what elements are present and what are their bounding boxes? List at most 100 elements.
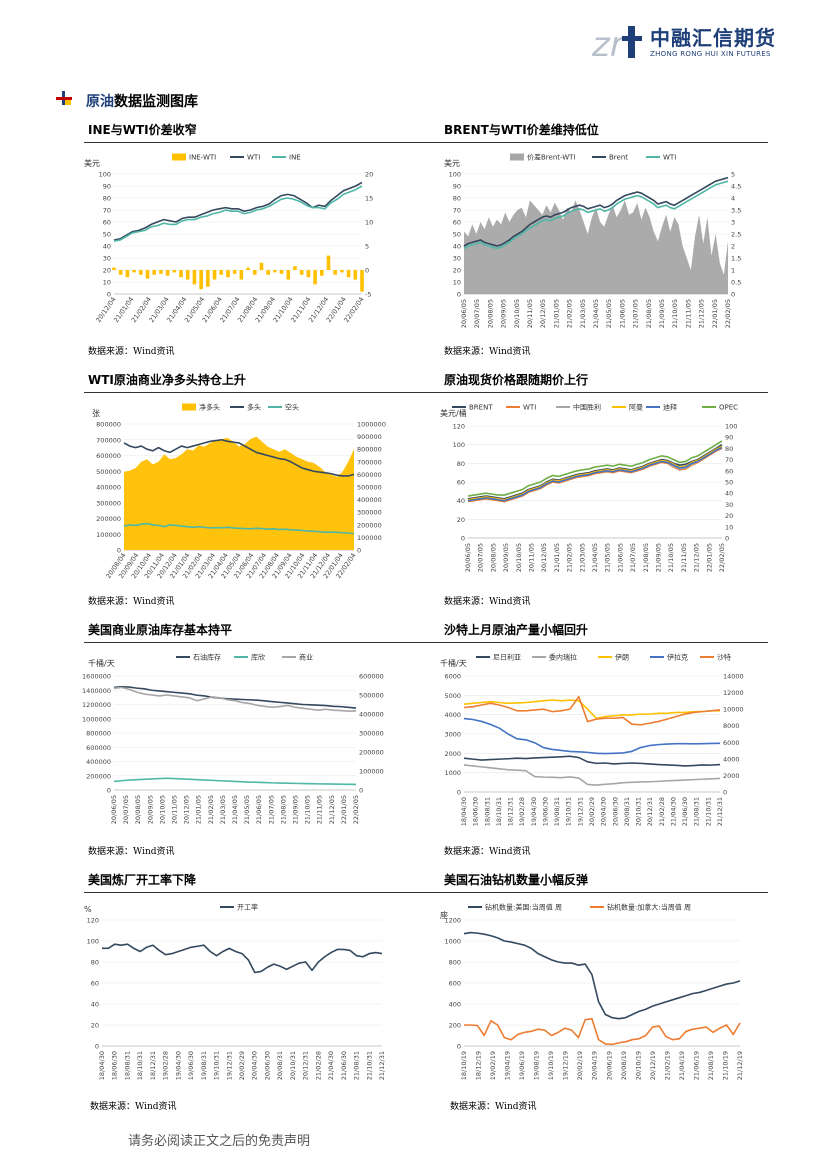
y2-tick-label: 1.5 xyxy=(731,255,741,263)
y2-tick-label: 60 xyxy=(725,467,733,475)
legend-label: 净多头 xyxy=(199,403,220,412)
y2-tick-label: 100 xyxy=(725,423,737,431)
x-tick-label: 21/02/28 xyxy=(314,1051,322,1080)
x-tick-label: 20/04/19 xyxy=(591,1051,599,1080)
y2-tick-label: 4.5 xyxy=(731,183,741,191)
x-tick-label: 21/05/05 xyxy=(605,299,613,328)
x-tick-label: 21/10/05 xyxy=(667,543,675,572)
y-axis-unit-label: 美元 xyxy=(444,158,460,168)
x-tick-label: 20/09/05 xyxy=(500,299,508,328)
y-tick-label: 30 xyxy=(103,255,111,263)
x-tick-label: 20/12/19 xyxy=(649,1051,657,1080)
x-tick-label: 21/06/30 xyxy=(340,1051,348,1080)
series-0-line xyxy=(102,943,383,974)
x-tick-label: 22/01/05 xyxy=(340,795,348,824)
series-0-bar xyxy=(212,270,217,280)
x-tick-label: 20/10/05 xyxy=(513,299,521,328)
y-axis-unit-label: 美元 xyxy=(84,158,100,168)
x-tick-label: 22/02/05 xyxy=(718,543,726,572)
y-tick-label: 40 xyxy=(91,1001,99,1009)
x-tick-label: 20/06/05 xyxy=(464,543,472,572)
series-0-area xyxy=(464,200,728,294)
x-tick-label: 19/06/19 xyxy=(518,1051,526,1080)
y-tick-label: 600000 xyxy=(96,452,121,460)
divider xyxy=(84,392,768,393)
divider xyxy=(84,642,768,643)
series-1-line xyxy=(464,1017,741,1046)
legend-label: WTI xyxy=(247,154,260,162)
chart-ine-wti: 美元 0 10 20 30 40 50 60 70 80 90 100 -5 0 5 10 15 20 20/12/… xyxy=(84,148,400,340)
y-tick-label: 20 xyxy=(453,267,461,275)
divider xyxy=(84,892,768,893)
y-tick-label: 1400000 xyxy=(82,687,111,695)
x-tick-label: 20/09/05 xyxy=(502,543,510,572)
x-tick-label: 20/12/31 xyxy=(646,797,654,826)
y2-tick-label: 14000 xyxy=(723,673,744,681)
y-tick-label: 100000 xyxy=(96,531,121,539)
x-tick-label: 21/12/19 xyxy=(736,1051,744,1080)
y-tick-label: 0 xyxy=(457,789,461,797)
x-tick-label: 21/10/05 xyxy=(304,795,312,824)
y-tick-label: 60 xyxy=(103,219,111,227)
x-tick-label: 20/11/05 xyxy=(171,795,179,824)
y-tick-label: 1000 xyxy=(444,938,461,946)
y-tick-label: 0 xyxy=(95,1043,99,1051)
x-tick-label: 21/01/05 xyxy=(552,299,560,328)
x-tick-label: 20/06/30 xyxy=(263,1051,271,1080)
legend-label: 钻机数量:美国:当周值 周 xyxy=(485,903,562,912)
series-0-bar xyxy=(239,270,244,280)
x-tick-label: 20/10/31 xyxy=(289,1051,297,1080)
legend-label: 多头 xyxy=(247,403,261,412)
x-tick-label: 20/06/05 xyxy=(460,299,468,328)
y-tick-label: 3000 xyxy=(444,731,461,739)
divider xyxy=(84,142,768,143)
section-marker-icon xyxy=(56,91,74,111)
y-tick-label: 200000 xyxy=(96,515,121,523)
section-title: 原油数据监测图库 xyxy=(86,94,198,110)
x-tick-label: 18/10/31 xyxy=(136,1051,144,1080)
y-tick-label: 500000 xyxy=(96,468,121,476)
y-tick-label: 1200 xyxy=(444,917,461,925)
series-0-bar xyxy=(279,270,284,274)
y-tick-label: 60 xyxy=(91,980,99,988)
x-tick-label: 21/11/05 xyxy=(684,299,692,328)
chart-title-rig-count: 美国石油钻机数量小幅反弹 xyxy=(444,873,589,887)
source-note: 数据来源：Wind资讯 xyxy=(450,1102,537,1112)
y-tick-label: 40 xyxy=(453,243,461,251)
x-tick-label: 21/12/05 xyxy=(693,543,701,572)
series-0-bar xyxy=(333,270,337,275)
legend-label: 沙特 xyxy=(717,653,731,662)
series-0-bar xyxy=(286,270,291,280)
x-tick-label: 21/10/31 xyxy=(704,797,712,826)
x-tick-label: 21/10/05 xyxy=(671,299,679,328)
legend-label: 石油库存 xyxy=(193,653,221,662)
y2-tick-label: 20 xyxy=(725,512,733,520)
y-tick-label: 0 xyxy=(461,535,465,543)
chart-title-saudi-output: 沙特上月原油产量小幅回升 xyxy=(444,623,589,637)
y-tick-label: 1000 xyxy=(444,769,461,777)
series-0-bar xyxy=(353,270,358,280)
y2-tick-label: 1 xyxy=(731,267,735,275)
x-tick-label: 20/07/05 xyxy=(122,795,130,824)
y-tick-label: 0 xyxy=(107,291,111,299)
y2-tick-label: 900000 xyxy=(357,433,382,441)
x-tick-label: 20/02/19 xyxy=(576,1051,584,1080)
x-tick-label: 18/12/31 xyxy=(149,1051,157,1080)
chart-title-brent-wti-spread: BRENT与WTI价差维持低位 xyxy=(444,123,599,137)
x-tick-label: 20/08/05 xyxy=(486,299,494,328)
company-logo-mark: zr xyxy=(591,22,644,66)
series-0-bar xyxy=(139,270,143,275)
series-2-line xyxy=(463,699,720,720)
x-tick-label: 21/08/19 xyxy=(707,1051,715,1080)
series-0-bar xyxy=(326,255,331,270)
legend-label: WTI xyxy=(523,404,536,412)
x-tick-label: 18/06/30 xyxy=(111,1051,119,1080)
y-tick-label: 80 xyxy=(457,460,465,468)
y2-tick-label: 70 xyxy=(725,456,733,464)
x-tick-label: 19/12/31 xyxy=(225,1051,233,1080)
x-tick-label: 20/08/05 xyxy=(134,795,142,824)
y2-tick-label: 0 xyxy=(731,291,735,299)
x-tick-label: 20/07/05 xyxy=(473,299,481,328)
legend-swatch xyxy=(182,403,196,411)
x-tick-label: 21/08/31 xyxy=(353,1051,361,1080)
